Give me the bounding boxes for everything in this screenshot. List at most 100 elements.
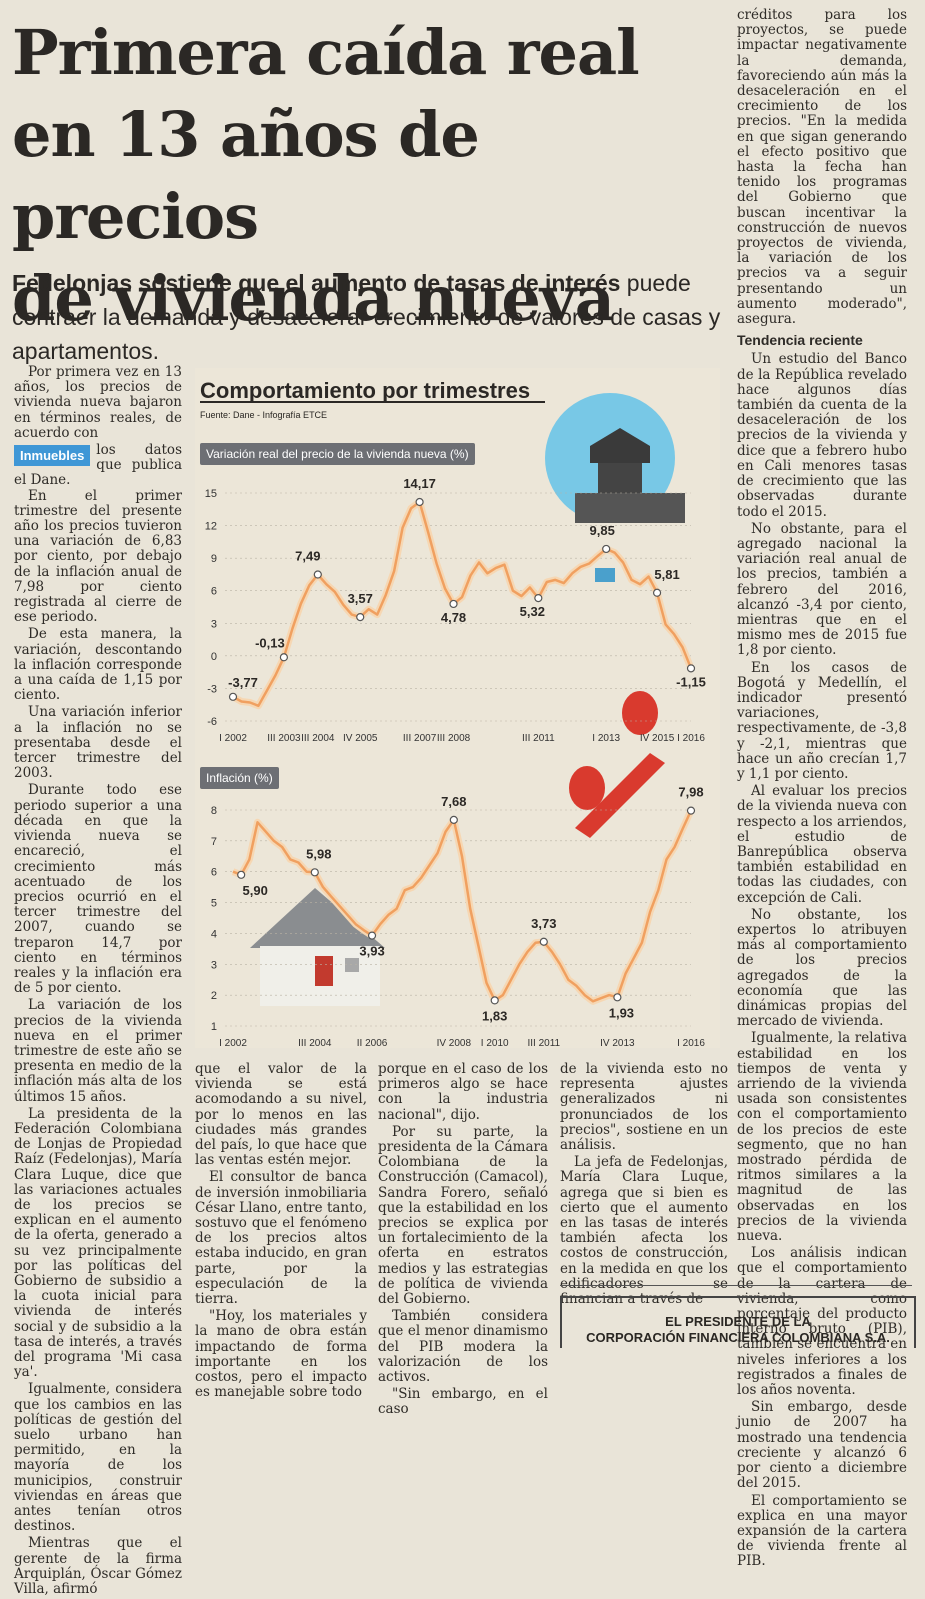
data-point bbox=[539, 937, 548, 946]
x-tick-label: IV 2005 bbox=[343, 733, 378, 744]
infographic-source: Fuente: Dane - Infografía ETCE bbox=[200, 410, 328, 420]
chart2-title-chip: Inflación (%) bbox=[200, 767, 279, 789]
article-column-2: que el valor de la vivienda se está acom… bbox=[195, 1061, 367, 1402]
subheadline-rest: puede contraer la demanda y desacelerar … bbox=[12, 270, 721, 364]
data-label: 1,93 bbox=[609, 1005, 634, 1020]
data-label: 5,81 bbox=[654, 567, 679, 582]
data-label: 5,98 bbox=[306, 846, 331, 861]
chart-real-price: 15 12 9 6 3 0 -3 -6I 2002 III 2003 III 2004 IV 200… bbox=[205, 476, 706, 744]
data-label: -1,15 bbox=[676, 674, 706, 689]
data-point bbox=[613, 993, 622, 1002]
chart1-title-chip: Variación real del precio de la vivienda… bbox=[200, 443, 475, 465]
footer-rule bbox=[560, 1285, 912, 1286]
data-label: 7,98 bbox=[678, 785, 703, 800]
subheadline-bold: Fedelonjas sostiene que el aumento de ta… bbox=[12, 270, 621, 296]
series-line bbox=[232, 500, 693, 708]
data-label: 9,85 bbox=[590, 523, 615, 538]
data-point bbox=[313, 570, 322, 579]
article-column-3: porque en el caso de los primeros algo s… bbox=[378, 1061, 548, 1420]
headline-line-2: en 13 años de precios bbox=[12, 98, 480, 253]
y-tick-label: 9 bbox=[211, 553, 217, 565]
x-tick-label: I 2013 bbox=[592, 733, 620, 744]
col5-p6: No obstante, los expertos lo atribuyen m… bbox=[737, 906, 907, 1030]
col1-p6: La variación de los precios de la vivien… bbox=[14, 997, 182, 1105]
col2-p1: que el valor de la vivienda se está acom… bbox=[195, 1061, 367, 1169]
col5-p1: créditos para los proyectos, se puede im… bbox=[737, 7, 907, 328]
headline-line-1: Primera caída real bbox=[12, 16, 640, 89]
subheadline: Fedelonjas sostiene que el aumento de ta… bbox=[12, 266, 727, 368]
x-tick-label: III 2003 bbox=[267, 733, 301, 744]
article-column-1: Por primera vez en 13 años, los precios … bbox=[14, 364, 182, 1599]
x-tick-label: III 2004 bbox=[301, 733, 335, 744]
footer-box: EL PRESIDENTE DE LA CORPORACIÓN FINANCIE… bbox=[560, 1296, 916, 1348]
data-label: -0,13 bbox=[255, 635, 285, 650]
y-tick-label: 15 bbox=[205, 488, 217, 500]
data-point bbox=[534, 593, 543, 603]
y-tick-label: 6 bbox=[211, 867, 217, 879]
footer-line-1: EL PRESIDENTE DE LA bbox=[665, 1314, 811, 1329]
x-tick-label: III 2011 bbox=[522, 733, 555, 744]
y-tick-label: 7 bbox=[211, 836, 217, 848]
x-tick-label: I 2016 bbox=[677, 733, 705, 744]
col3-p4: "Sin embargo, en el caso bbox=[378, 1386, 548, 1418]
col1-p2: En el primer trimestre del presente año … bbox=[14, 487, 182, 626]
col3-p1: porque en el caso de los primeros algo s… bbox=[378, 1061, 548, 1123]
chart-inflation: 8 7 6 5 4 3 2 1I 2002 III 2004 II 2006 IV 2008 I 20… bbox=[211, 785, 705, 1048]
col1-p3: De esta manera, la variación, descontand… bbox=[14, 626, 182, 704]
data-point bbox=[686, 664, 696, 673]
data-label: 14,17 bbox=[403, 476, 436, 491]
col5-p2: Un estudio del Banco de la República rev… bbox=[737, 351, 907, 520]
col5-p10: El comportamiento se explica en una mayo… bbox=[737, 1492, 907, 1570]
col2-p2: El consultor de banca de inversión inmob… bbox=[195, 1169, 367, 1308]
x-tick-label: III 2008 bbox=[437, 733, 471, 744]
col5-heading: Tendencia reciente bbox=[737, 332, 863, 349]
x-tick-label: IV 2008 bbox=[437, 1038, 472, 1048]
headline: Primera caída real en 13 años de precios… bbox=[12, 12, 732, 340]
data-point bbox=[356, 612, 365, 622]
data-point bbox=[415, 497, 424, 507]
y-tick-label: 5 bbox=[211, 898, 217, 910]
data-point bbox=[490, 996, 499, 1005]
data-label: 3,73 bbox=[531, 916, 556, 931]
infographic-title: Comportamiento por trimestres bbox=[200, 378, 531, 403]
col1-p7: La presidenta de la Federación Colombian… bbox=[14, 1105, 182, 1381]
y-tick-label: 8 bbox=[211, 805, 217, 817]
data-label: 5,90 bbox=[243, 883, 268, 898]
y-tick-label: 3 bbox=[211, 618, 217, 630]
data-point bbox=[652, 588, 662, 597]
col5-p4: En los casos de Bogotá y Medellín, el in… bbox=[737, 659, 907, 782]
x-tick-label: III 2004 bbox=[298, 1038, 332, 1048]
data-label: 7,49 bbox=[295, 549, 320, 564]
col4-p1: de la vivienda esto no representa ajuste… bbox=[560, 1061, 728, 1154]
data-label: 3,93 bbox=[359, 944, 384, 959]
y-tick-label: 3 bbox=[211, 959, 217, 971]
data-point bbox=[602, 544, 611, 554]
y-tick-label: 4 bbox=[211, 928, 217, 940]
col1-p5: Durante todo ese periodo superior a una … bbox=[14, 782, 182, 997]
data-point bbox=[237, 870, 246, 879]
y-tick-label: 0 bbox=[211, 651, 217, 663]
y-tick-label: 6 bbox=[211, 586, 217, 598]
data-label: 1,83 bbox=[482, 1008, 507, 1023]
x-tick-label: III 2007 bbox=[403, 733, 437, 744]
x-tick-label: IV 2013 bbox=[600, 1038, 635, 1048]
data-label: 4,78 bbox=[441, 610, 466, 625]
col1-p4: Una variación inferior a la inflación no… bbox=[14, 704, 182, 782]
y-tick-label: -3 bbox=[207, 683, 217, 695]
y-tick-label: 2 bbox=[211, 990, 217, 1002]
chart1-title: Variación real del precio de la vivienda… bbox=[206, 447, 469, 461]
chart2-title: Inflación (%) bbox=[206, 771, 273, 785]
footer-line-2: CORPORACIÓN FINANCIERA COLOMBIANA S.A. bbox=[586, 1330, 890, 1345]
col3-p2: Por su parte, la presidenta de la Cámara… bbox=[378, 1123, 548, 1308]
house-illustration bbox=[250, 888, 385, 1006]
percent-symbol bbox=[569, 691, 665, 838]
x-tick-label: I 2002 bbox=[219, 1038, 247, 1048]
data-point bbox=[228, 692, 238, 701]
article-column-4: de la vivienda esto no representa ajuste… bbox=[560, 1061, 728, 1309]
col1-p1a: Por primera vez en 13 años, los precios … bbox=[14, 364, 182, 441]
col5-p5: Al evaluar los precios de la vivienda nu… bbox=[737, 783, 907, 906]
x-tick-label: IV 2015 bbox=[640, 733, 675, 744]
x-tick-label: II 2006 bbox=[357, 1038, 388, 1048]
tag-row: Inmuebles los datos que publica el Dane. bbox=[14, 443, 182, 489]
